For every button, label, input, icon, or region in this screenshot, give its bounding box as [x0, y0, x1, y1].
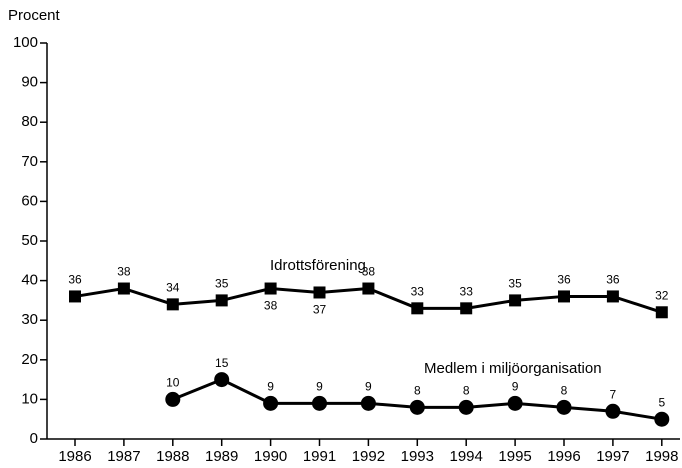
- data-label: 32: [655, 288, 669, 302]
- data-label: 38: [362, 265, 376, 279]
- data-label: 9: [267, 380, 274, 394]
- y-tick-label: 70: [21, 153, 38, 170]
- marker: [605, 403, 621, 419]
- data-label: 34: [166, 281, 180, 295]
- marker: [409, 399, 425, 415]
- marker: [117, 282, 130, 295]
- y-axis-label: Procent: [8, 7, 61, 24]
- data-label: 9: [512, 380, 519, 394]
- data-label: 8: [561, 383, 568, 397]
- data-label: 9: [365, 380, 372, 394]
- marker: [214, 372, 230, 388]
- x-tick-label: 1986: [58, 448, 91, 465]
- y-tick-label: 30: [21, 311, 38, 328]
- marker: [558, 290, 570, 303]
- data-label: 38: [264, 299, 278, 313]
- data-label: 10: [166, 376, 180, 390]
- data-label: 15: [215, 356, 229, 370]
- y-tick-label: 40: [21, 272, 38, 289]
- marker: [166, 298, 179, 311]
- x-tick-label: 1998: [645, 448, 678, 465]
- y-tick-label: 10: [21, 390, 38, 407]
- marker: [654, 411, 670, 427]
- marker: [362, 282, 375, 295]
- x-tick-label: 1988: [156, 448, 189, 465]
- data-label: 35: [215, 277, 229, 291]
- marker: [411, 302, 424, 315]
- data-label: 38: [117, 265, 131, 279]
- series-label: Medlem i miljöorganisation: [424, 360, 602, 377]
- data-label: 5: [658, 395, 665, 409]
- marker: [507, 395, 523, 411]
- x-tick-label: 1996: [547, 448, 580, 465]
- data-label: 33: [460, 284, 474, 298]
- marker: [263, 395, 279, 411]
- series-label: Idrottsförening: [270, 257, 366, 274]
- data-label: 35: [508, 277, 522, 291]
- marker: [655, 306, 668, 319]
- x-tick-label: 1987: [107, 448, 140, 465]
- marker: [460, 302, 473, 315]
- x-tick-label: 1995: [498, 448, 531, 465]
- x-tick-label: 1993: [401, 448, 434, 465]
- data-label: 36: [606, 273, 620, 287]
- x-tick-label: 1990: [254, 448, 287, 465]
- x-tick-label: 1994: [450, 448, 483, 465]
- y-tick-label: 90: [21, 74, 38, 91]
- marker: [509, 294, 522, 307]
- marker: [313, 286, 326, 299]
- y-tick-label: 100: [13, 34, 38, 51]
- y-tick-label: 0: [30, 430, 38, 447]
- x-tick-label: 1997: [596, 448, 629, 465]
- marker: [360, 395, 376, 411]
- marker: [215, 294, 228, 307]
- marker: [458, 399, 474, 415]
- y-tick-label: 60: [21, 192, 38, 209]
- x-tick-label: 1991: [303, 448, 336, 465]
- data-label: 8: [414, 383, 421, 397]
- marker: [556, 399, 572, 415]
- data-label: 36: [557, 273, 571, 287]
- data-label: 33: [411, 284, 425, 298]
- data-label: 8: [463, 383, 470, 397]
- y-tick-label: 20: [21, 351, 38, 368]
- marker: [312, 395, 327, 411]
- marker: [69, 290, 81, 303]
- marker: [606, 290, 619, 303]
- x-tick-label: 1989: [205, 448, 238, 465]
- marker: [165, 391, 181, 407]
- y-tick-label: 80: [21, 113, 38, 130]
- y-tick-label: 50: [21, 232, 38, 249]
- data-label: 36: [68, 273, 82, 287]
- data-label: 37: [313, 303, 327, 317]
- data-label: 7: [610, 387, 617, 401]
- x-tick-label: 1992: [352, 448, 385, 465]
- data-label: 9: [316, 380, 323, 394]
- marker: [264, 282, 277, 295]
